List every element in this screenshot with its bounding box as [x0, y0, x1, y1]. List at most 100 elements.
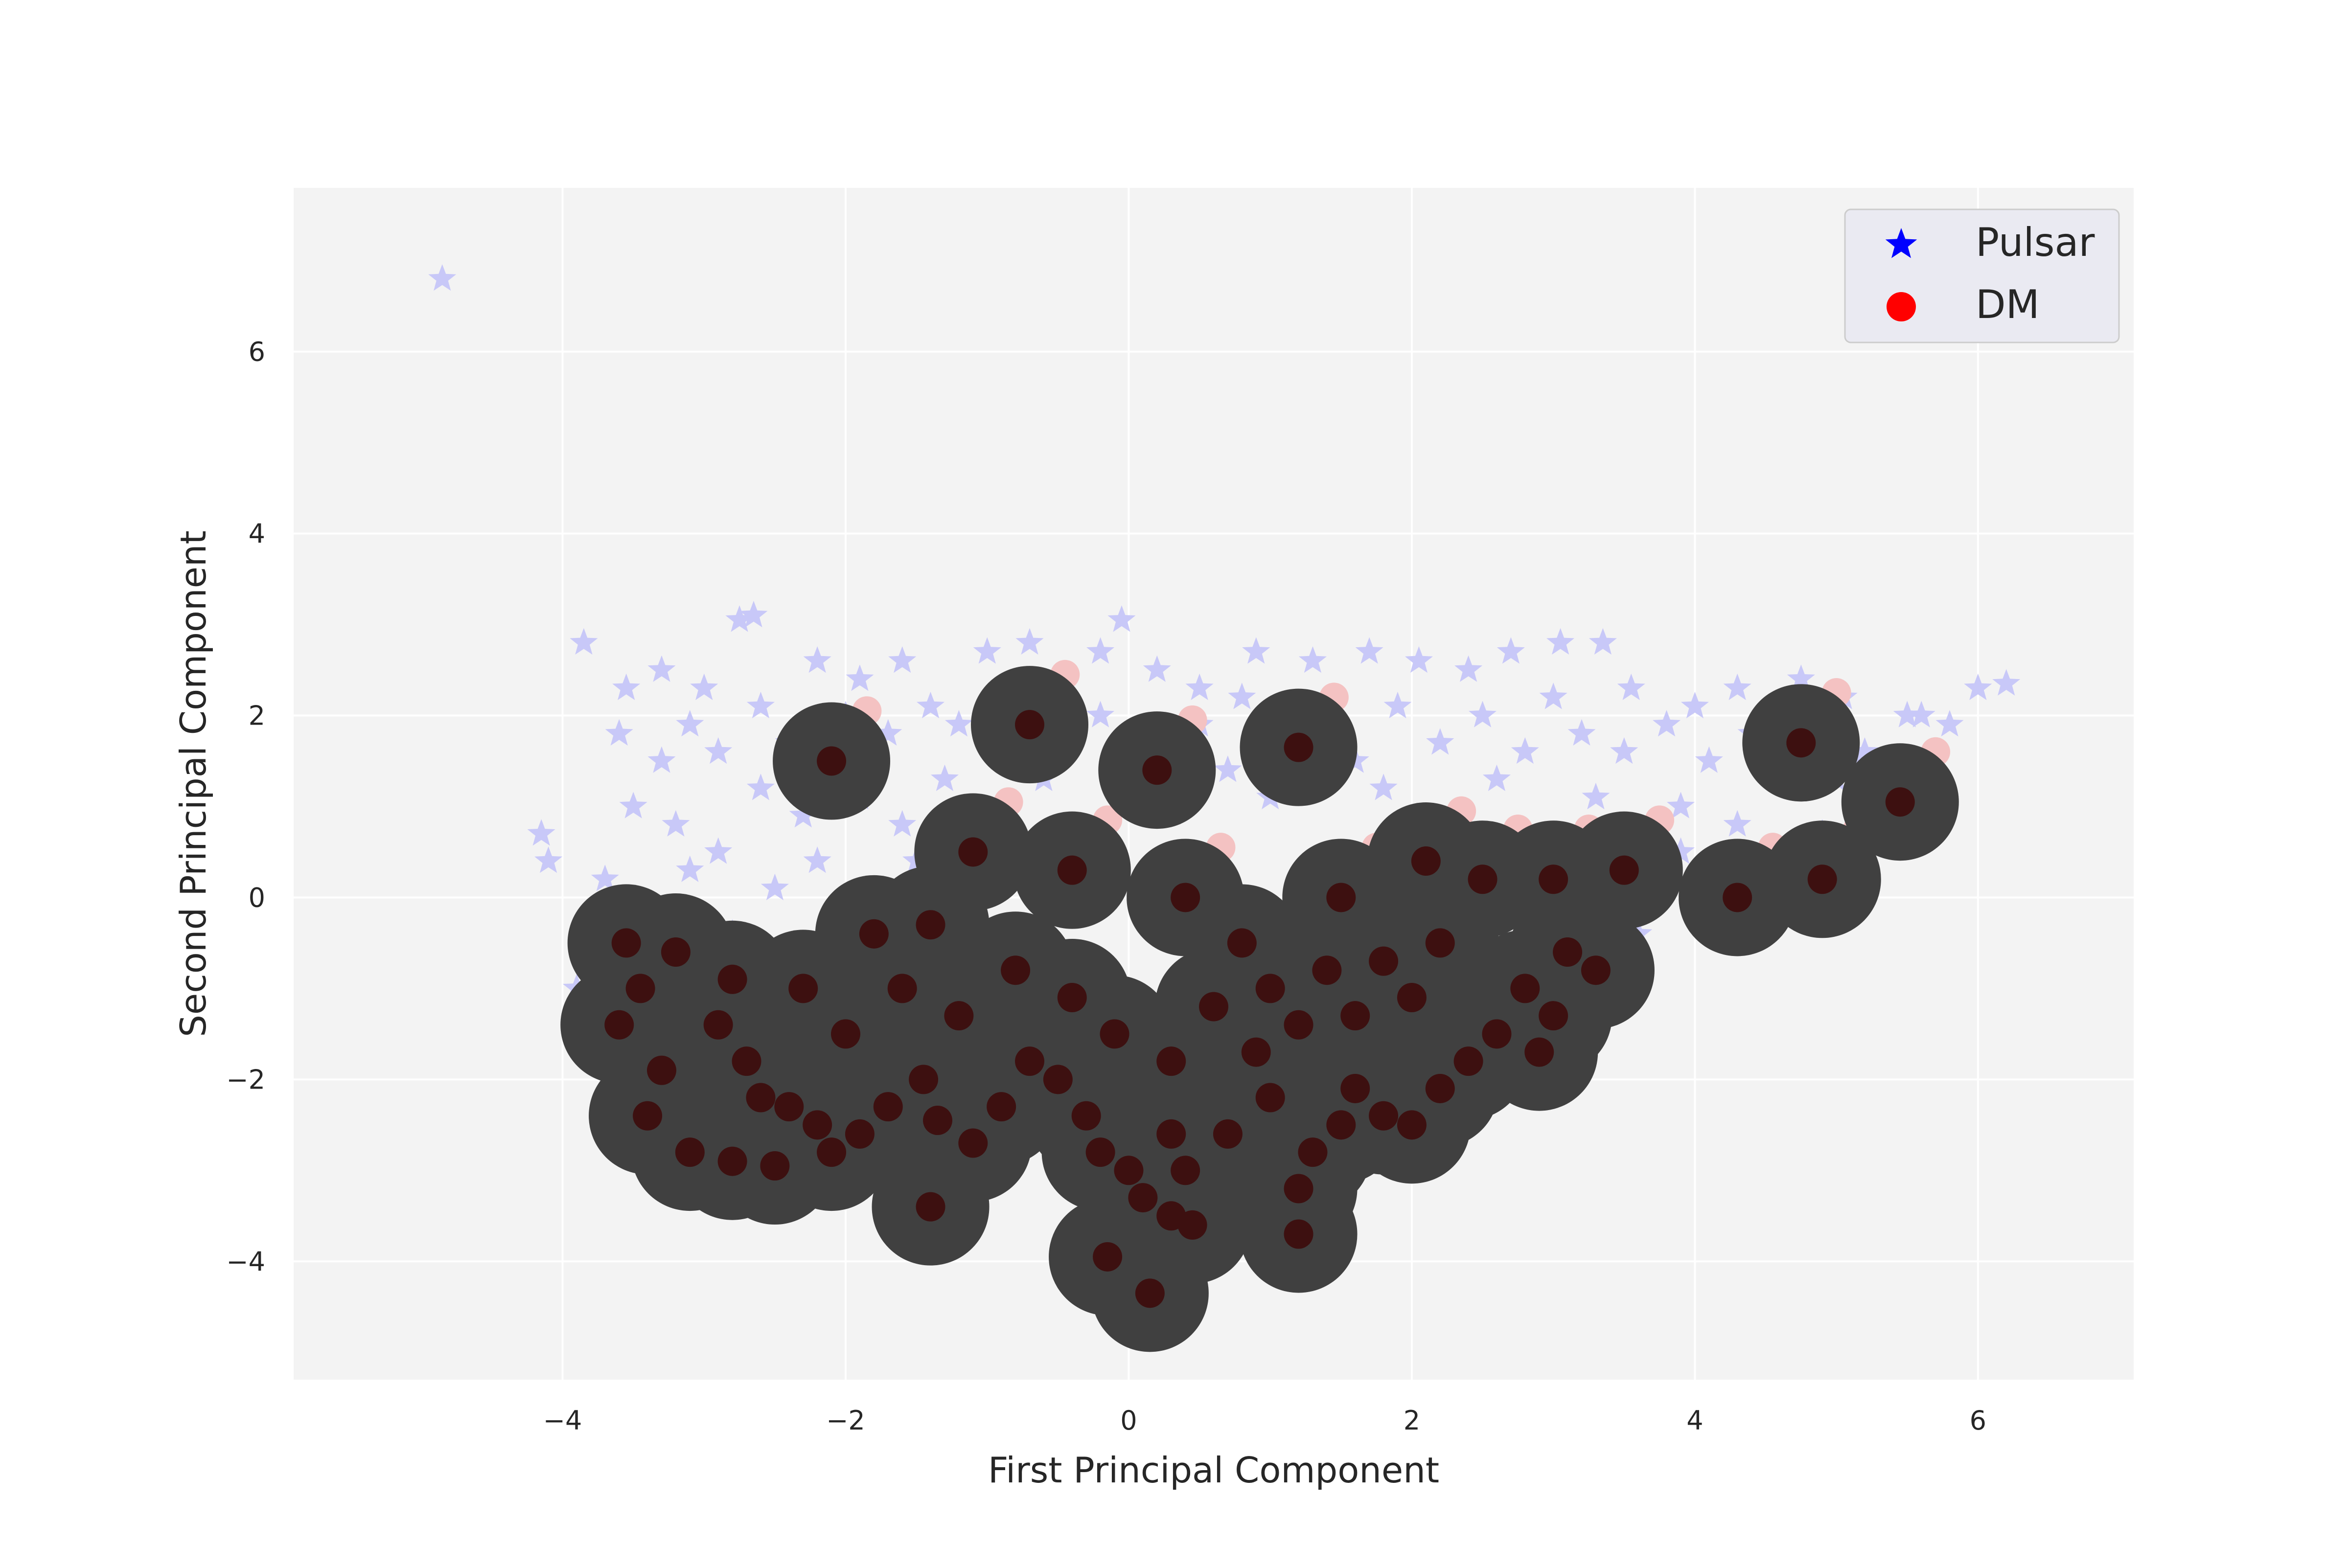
dm-point: [661, 937, 691, 967]
pulsar-point: [725, 605, 754, 632]
x-tick-label: 0: [1120, 1405, 1137, 1436]
pulsar-point: [676, 855, 704, 882]
pulsar-point: [704, 737, 733, 764]
y-tick-label: −4: [226, 1246, 265, 1277]
pulsar-point: [1546, 628, 1575, 655]
dm-point: [1171, 1156, 1200, 1185]
dm-point: [1284, 1010, 1313, 1040]
dm-point: [1723, 883, 1752, 912]
pulsar-point: [605, 719, 633, 746]
pulsar-point: [591, 864, 619, 891]
x-tick-label: −2: [826, 1405, 865, 1436]
dm-point: [1213, 1119, 1243, 1149]
dm-point: [887, 974, 917, 1003]
dm-point: [1255, 974, 1285, 1003]
dm-point: [1539, 864, 1568, 894]
x-tick-label: −4: [543, 1405, 582, 1436]
dm-series: [604, 710, 1915, 1308]
pulsar-point: [1383, 691, 1412, 719]
dm-point: [1468, 864, 1497, 894]
pulsar-point: [1214, 755, 1242, 782]
dm-point: [958, 837, 988, 867]
dm-point: [1312, 955, 1342, 985]
pulsar-point: [1539, 682, 1567, 709]
pulsar-point: [1666, 792, 1695, 818]
dm-point: [817, 1137, 847, 1167]
pulsar-point: [803, 846, 831, 873]
dm-point: [1156, 1201, 1186, 1231]
pulsar-point: [1497, 637, 1525, 664]
dm-point: [1581, 955, 1611, 985]
dm-point: [958, 1128, 988, 1158]
dm-point: [717, 964, 747, 994]
dm-point: [774, 1092, 804, 1122]
dm-point: [916, 910, 945, 940]
pulsar-point: [428, 264, 457, 291]
dm-point: [1326, 1110, 1356, 1140]
dm-point: [1227, 928, 1257, 958]
pulsar-point: [647, 655, 676, 682]
dm-point: [611, 928, 641, 958]
pulsar-point: [534, 846, 563, 873]
dm-point: [1326, 883, 1356, 912]
dm-point: [803, 1110, 832, 1140]
pulsar-point: [1015, 628, 1044, 655]
dm-point: [873, 1092, 903, 1122]
pulsar-point: [1964, 673, 1992, 700]
dm-point: [1255, 1083, 1285, 1113]
dm-point: [831, 1019, 860, 1049]
pulsar-point: [1589, 628, 1617, 655]
dm-point: [944, 1001, 974, 1031]
pulsar-point: [874, 719, 902, 746]
pulsar-point: [676, 710, 704, 737]
pulsar-point: [973, 637, 1001, 664]
pulsar-point: [888, 810, 917, 837]
dm-point: [1369, 1101, 1399, 1131]
pulsar-point: [1185, 673, 1214, 700]
dm-point: [1284, 1174, 1313, 1204]
pulsar-point: [1567, 719, 1596, 746]
dm-point: [1553, 937, 1583, 967]
pulsar-point: [944, 710, 973, 737]
dm-point: [1807, 864, 1837, 894]
pulsar-point: [612, 673, 641, 700]
dm-point: [1128, 1183, 1158, 1213]
pulsar-point: [1893, 701, 1921, 727]
x-axis-label: First Principal Component: [988, 1450, 1439, 1491]
pulsar-point: [1228, 682, 1256, 709]
dm-point: [604, 1010, 634, 1040]
dm-point: [1340, 1001, 1370, 1031]
dm-point: [1284, 1219, 1313, 1249]
pulsar-point: [746, 773, 775, 800]
dm-point: [909, 1065, 939, 1094]
dm-point: [647, 1055, 676, 1085]
dm-point: [625, 974, 655, 1003]
pulsar-point: [1511, 737, 1539, 764]
dm-point: [923, 1106, 952, 1136]
pulsar-point: [930, 764, 959, 791]
dm-point: [1015, 710, 1044, 740]
dm-point: [1482, 1019, 1512, 1049]
dm-point: [845, 1119, 875, 1149]
dm-point: [732, 1046, 761, 1076]
dm-point: [746, 1083, 776, 1113]
dm-point: [1142, 755, 1172, 785]
dm-point: [1057, 982, 1087, 1012]
dm-point: [1298, 1137, 1328, 1167]
dm-point: [1043, 1065, 1073, 1094]
dm-point: [1411, 846, 1441, 876]
pulsar-point: [1617, 673, 1645, 700]
legend-star-icon: [1885, 228, 1917, 258]
dm-point: [760, 1151, 790, 1181]
dm-point: [1369, 946, 1399, 976]
pulsar-point: [888, 646, 917, 673]
legend-label-pulsar: Pulsar: [1976, 220, 2095, 265]
dm-point: [1340, 1073, 1370, 1103]
dm-point: [859, 919, 889, 949]
pulsar-point: [1723, 673, 1751, 700]
dm-point: [1786, 728, 1816, 758]
pulsar-point: [1992, 669, 2021, 696]
pulsar-point: [1242, 637, 1270, 664]
dm-point: [633, 1101, 663, 1131]
